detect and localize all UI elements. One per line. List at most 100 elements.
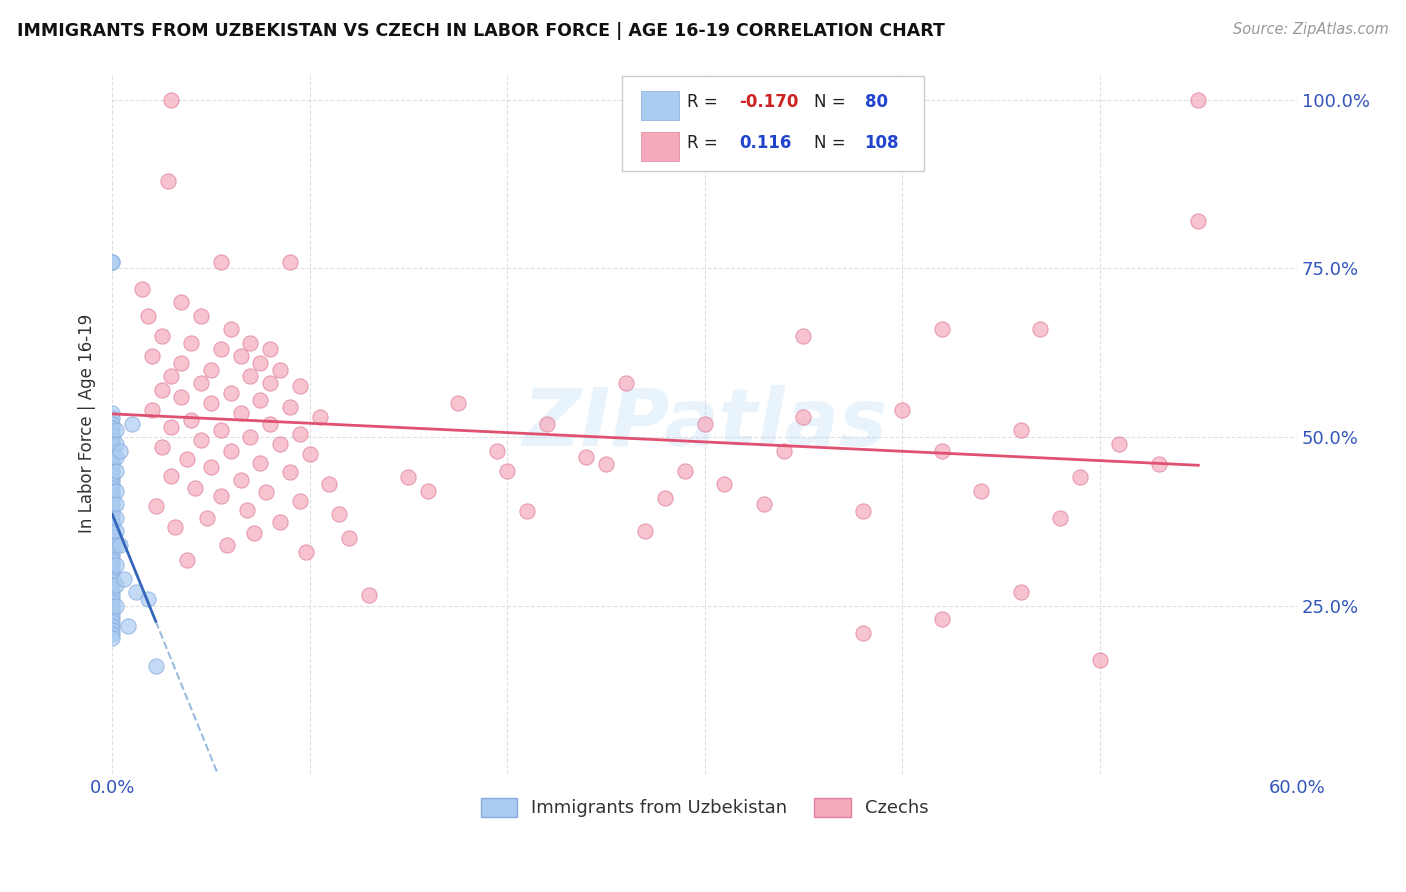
Y-axis label: In Labor Force | Age 16-19: In Labor Force | Age 16-19 (79, 314, 96, 533)
Point (318, 477, 340, 491)
Point (288, 494, 311, 508)
Point (108, 538, 131, 552)
Point (288, 379, 311, 393)
Point (105, 450, 128, 465)
Point (101, 425, 124, 439)
Point (105, 423, 128, 437)
Point (156, 174, 179, 188)
Point (101, 582, 124, 597)
Point (249, 356, 271, 370)
Point (215, 538, 238, 552)
Point (536, 417, 558, 431)
Point (176, 451, 198, 466)
Point (105, 437, 128, 451)
Point (200, 396, 222, 410)
Point (105, 538, 128, 552)
Point (180, 413, 202, 427)
Point (160, 469, 183, 483)
Point (150, 329, 173, 343)
Point (101, 411, 124, 425)
Point (105, 558, 128, 573)
Point (249, 392, 271, 407)
Point (112, 572, 135, 586)
Point (1088, 652, 1111, 666)
Point (654, 491, 676, 505)
Point (150, 383, 173, 397)
Point (101, 578, 124, 592)
Point (1187, 93, 1209, 107)
Point (105, 511, 128, 525)
Point (1010, 585, 1032, 599)
Point (931, 443, 953, 458)
Point (101, 623, 124, 637)
Point (219, 443, 242, 458)
Point (195, 511, 218, 525)
Text: Source: ZipAtlas.com: Source: ZipAtlas.com (1233, 22, 1389, 37)
Point (184, 481, 207, 495)
Point (101, 586, 124, 600)
Point (447, 396, 470, 410)
Point (219, 322, 242, 336)
Point (101, 538, 124, 552)
Point (269, 362, 291, 376)
Point (101, 433, 124, 447)
Point (101, 449, 124, 463)
Point (145, 499, 167, 513)
Point (101, 615, 124, 629)
Point (101, 406, 124, 420)
Point (931, 612, 953, 626)
Point (101, 254, 124, 268)
Point (328, 507, 350, 521)
Point (105, 524, 128, 539)
Text: IMMIGRANTS FROM UZBEKISTAN VS CZECH IN LABOR FORCE | AGE 16-19 CORRELATION CHART: IMMIGRANTS FROM UZBEKISTAN VS CZECH IN L… (17, 22, 945, 40)
Point (101, 428, 124, 442)
Point (278, 465, 301, 479)
Point (239, 430, 262, 444)
Point (101, 506, 124, 520)
Point (278, 254, 301, 268)
Point (243, 525, 266, 540)
Point (209, 343, 232, 357)
FancyBboxPatch shape (641, 91, 679, 120)
Point (269, 515, 291, 529)
Point (101, 562, 124, 576)
Point (101, 627, 124, 641)
Point (101, 461, 124, 475)
Point (752, 498, 775, 512)
Point (891, 403, 914, 417)
Point (101, 489, 124, 503)
Point (970, 483, 993, 498)
Point (254, 485, 277, 500)
Point (496, 464, 519, 478)
Point (165, 520, 187, 534)
Point (239, 335, 262, 350)
Point (160, 369, 183, 384)
Point (101, 546, 124, 560)
Point (288, 426, 311, 441)
Point (170, 356, 193, 370)
Point (614, 376, 637, 390)
Point (105, 483, 128, 498)
Point (105, 599, 128, 613)
Text: -0.170: -0.170 (740, 93, 799, 111)
Point (101, 607, 124, 621)
Point (101, 501, 124, 516)
Point (141, 349, 163, 363)
Point (418, 483, 440, 498)
Point (101, 473, 124, 487)
Point (1147, 457, 1170, 471)
Point (101, 594, 124, 608)
Point (101, 533, 124, 548)
Point (101, 477, 124, 491)
Text: 80: 80 (865, 93, 887, 111)
Point (190, 376, 212, 390)
Point (792, 329, 814, 343)
Point (294, 544, 316, 558)
Point (357, 589, 380, 603)
Point (209, 254, 232, 268)
Point (150, 440, 173, 454)
Point (136, 591, 159, 606)
Point (101, 549, 124, 564)
Point (101, 493, 124, 508)
Point (239, 369, 262, 384)
